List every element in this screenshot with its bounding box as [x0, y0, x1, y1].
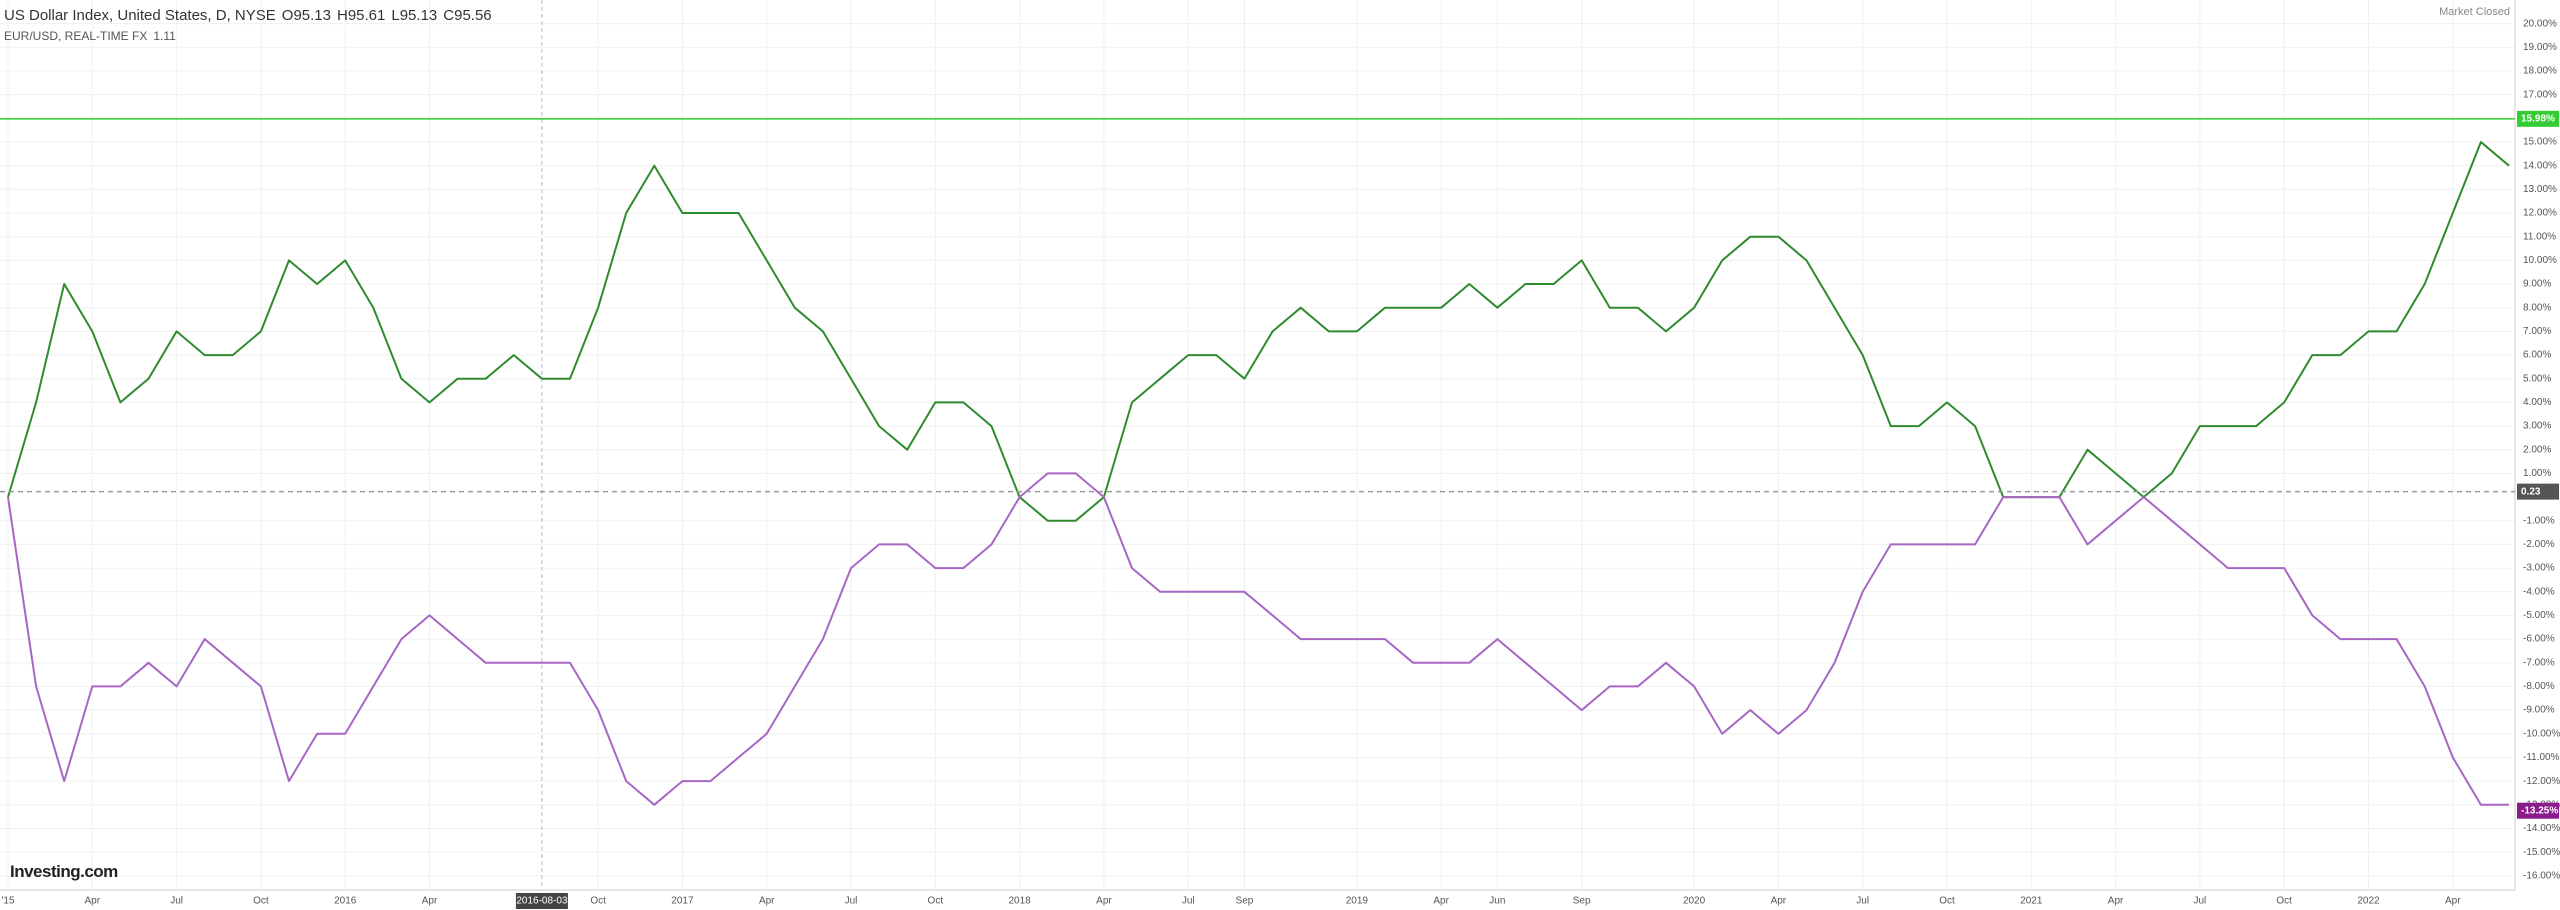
y-tick-label: -16.00%: [2523, 870, 2560, 881]
y-tick-label: -8.00%: [2523, 681, 2555, 692]
marker-tag: [2517, 110, 2559, 127]
y-tick-label: -2.00%: [2523, 539, 2555, 550]
y-tick-label: 18.00%: [2523, 66, 2557, 77]
x-tick-label: 2020: [1683, 896, 1706, 907]
y-tick-label: 3.00%: [2523, 421, 2551, 432]
x-tick-label: Apr: [1433, 896, 1449, 907]
y-tick-label: 14.00%: [2523, 160, 2557, 171]
x-tick-label: Apr: [2108, 896, 2124, 907]
marker-tag: [2517, 802, 2559, 819]
y-tick-label: 5.00%: [2523, 373, 2551, 384]
y-tick-label: -11.00%: [2523, 752, 2560, 763]
x-tick-label: Oct: [253, 896, 269, 907]
marker-label: 15.98%: [2521, 113, 2555, 124]
series-name: US Dollar Index, United States, D, NYSE: [4, 7, 276, 24]
y-tick-label: 1.00%: [2523, 468, 2551, 479]
series-name: EUR/USD, REAL-TIME FX: [4, 29, 148, 43]
x-tick-label: Jul: [1182, 896, 1195, 907]
quote: H95.61: [337, 7, 386, 24]
quote: O95.13: [281, 7, 331, 24]
x-tick-label: Jul: [845, 896, 858, 907]
plot-area: [0, 0, 2515, 890]
legend: US Dollar Index, United States, D, NYSE O…: [4, 6, 498, 46]
y-tick-label: 8.00%: [2523, 302, 2551, 313]
series-line: [7, 472, 2509, 806]
y-tick-label: 11.00%: [2523, 231, 2556, 242]
x-tick-label: Jul: [170, 896, 183, 907]
x-tick-label: '15: [1, 896, 14, 907]
x-tick-label: Apr: [759, 896, 775, 907]
legend-sub: EUR/USD, REAL-TIME FX 1.11: [4, 26, 498, 46]
y-tick-label: -7.00%: [2523, 657, 2555, 668]
x-tick-label: 2016: [334, 896, 357, 907]
y-tick-label: 6.00%: [2523, 350, 2551, 361]
x-tick-label: Jun: [1489, 896, 1505, 907]
x-tick-label: Oct: [1939, 896, 1955, 907]
y-tick-label: -5.00%: [2523, 610, 2555, 621]
y-tick-label: 9.00%: [2523, 279, 2551, 290]
y-tick-label: 20.00%: [2523, 18, 2557, 29]
y-tick-label: 19.00%: [2523, 42, 2557, 53]
x-tick-label: Jul: [2193, 896, 2206, 907]
x-tick-label: Oct: [2276, 896, 2292, 907]
y-tick-label: 17.00%: [2523, 89, 2557, 100]
market-status: Market Closed: [2439, 6, 2510, 18]
legend-main: US Dollar Index, United States, D, NYSE O…: [4, 6, 498, 26]
y-tick-label: -6.00%: [2523, 634, 2555, 645]
quote: C95.56: [443, 7, 492, 24]
x-tick-label: Apr: [85, 896, 101, 907]
y-tick-label: -9.00%: [2523, 705, 2555, 716]
marker-tag: [2517, 483, 2559, 500]
y-tick-label: -4.00%: [2523, 586, 2555, 597]
x-tick-label: Sep: [1573, 896, 1591, 907]
quote: L95.13: [391, 7, 438, 24]
y-tick-label: 10.00%: [2523, 255, 2557, 266]
x-tick-label: 2018: [1009, 896, 1032, 907]
y-tick-label: -10.00%: [2523, 728, 2560, 739]
x-tick-label: 2017: [671, 896, 694, 907]
marker-label: 0.23: [2521, 486, 2541, 497]
x-tick-label: Apr: [1771, 896, 1787, 907]
x-tick-label: Apr: [422, 896, 438, 907]
x-tick-label: Apr: [1096, 896, 1112, 907]
crosshair-label: 2016-08-03: [516, 896, 568, 907]
marker-label: -13.25%: [2521, 805, 2558, 816]
x-tick-label: Jul: [1856, 896, 1869, 907]
x-tick-label: Oct: [590, 896, 606, 907]
watermark: Investing.com: [10, 862, 118, 881]
y-tick-label: -12.00%: [2523, 776, 2560, 787]
series-line: [7, 141, 2510, 522]
y-tick-label: 13.00%: [2523, 184, 2557, 195]
x-tick-label: 2019: [1346, 896, 1369, 907]
y-tick-label: -3.00%: [2523, 563, 2555, 574]
y-tick-label: 4.00%: [2523, 397, 2551, 408]
crosshair-tag: [515, 893, 568, 909]
y-tick-label: 7.00%: [2523, 326, 2551, 337]
y-tick-label: 15.00%: [2523, 137, 2557, 148]
x-tick-label: Oct: [928, 896, 944, 907]
y-tick-label: -15.00%: [2523, 847, 2560, 858]
x-tick-label: Apr: [2445, 896, 2461, 907]
quote: 1.11: [153, 29, 176, 43]
y-tick-label: -14.00%: [2523, 823, 2560, 834]
y-tick-label: -1.00%: [2523, 515, 2555, 526]
x-tick-label: 2021: [2020, 896, 2043, 907]
x-tick-label: Sep: [1236, 896, 1254, 907]
y-tick-label: 12.00%: [2523, 208, 2557, 219]
x-tick-label: 2022: [2357, 896, 2380, 907]
y-tick-label: 2.00%: [2523, 444, 2551, 455]
